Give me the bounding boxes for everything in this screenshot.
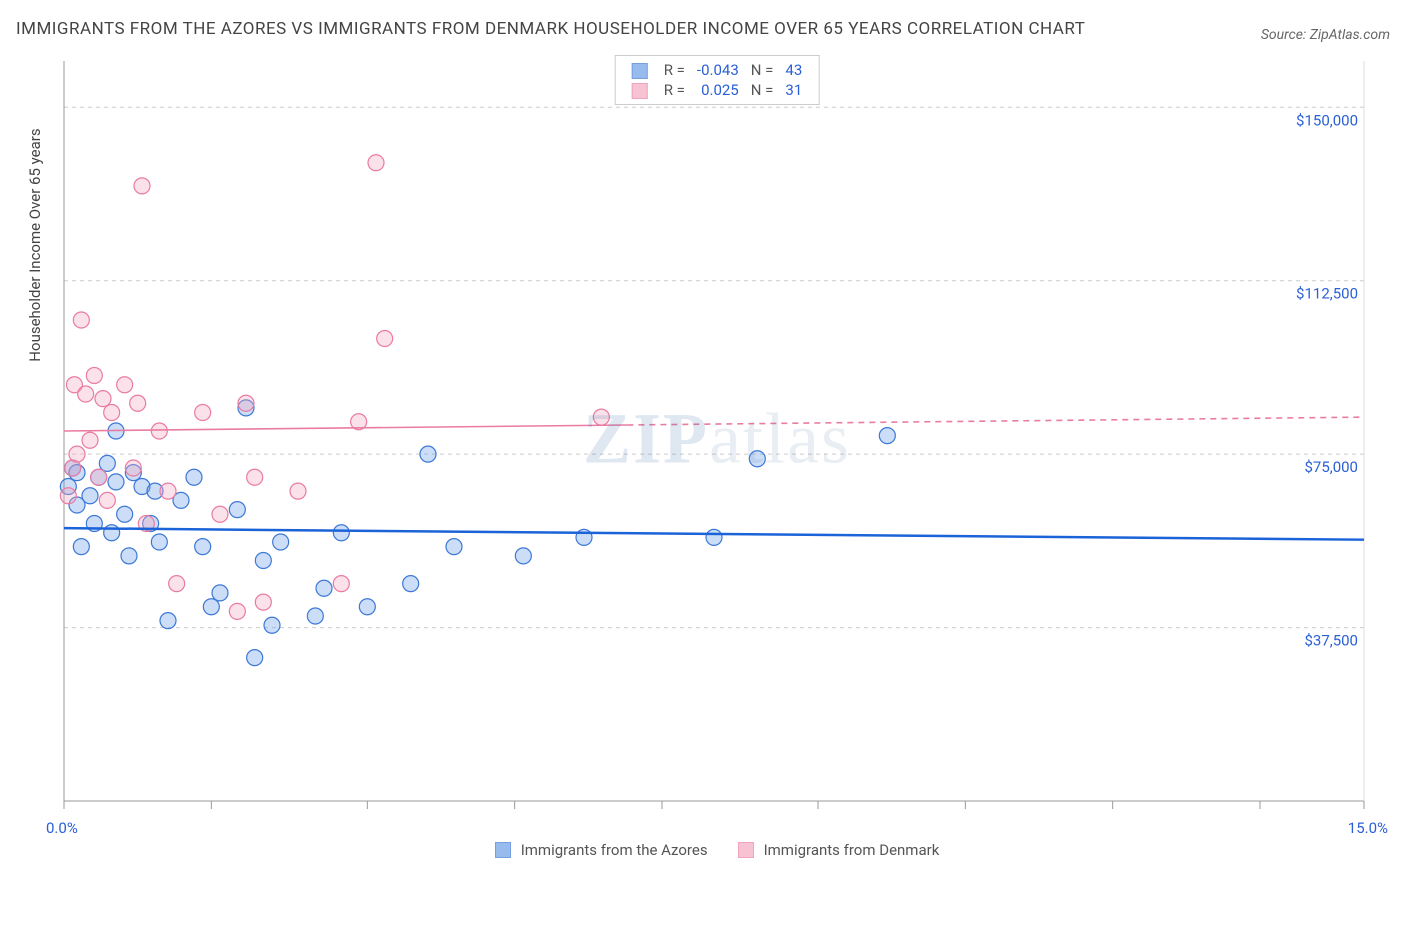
legend-r-azores: -0.043 — [691, 60, 745, 80]
svg-text:$37,500: $37,500 — [1304, 632, 1358, 650]
legend-n-label: N = — [745, 60, 780, 80]
legend-swatch-azores-2 — [495, 842, 511, 858]
legend-swatch-azores — [632, 63, 648, 79]
legend-row-denmark: R = 0.025 N = 31 — [626, 80, 809, 100]
legend-item-denmark: Immigrants from Denmark — [738, 841, 940, 859]
legend-label-denmark: Immigrants from Denmark — [764, 841, 940, 859]
legend-item-azores: Immigrants from the Azores — [495, 841, 708, 859]
chart-title: IMMIGRANTS FROM THE AZORES VS IMMIGRANTS… — [16, 16, 1085, 43]
chart-container: Householder Income Over 65 years ZIPatla… — [44, 51, 1390, 859]
legend-swatch-denmark — [632, 83, 648, 99]
x-axis-max-label: 15.0% — [1348, 819, 1388, 837]
correlation-legend: R = -0.043 N = 43 R = 0.025 N = 31 — [615, 55, 820, 105]
legend-n-denmark: 31 — [779, 80, 808, 100]
svg-text:$75,000: $75,000 — [1304, 458, 1358, 476]
legend-r-denmark: 0.025 — [691, 80, 745, 100]
y-axis-label: Householder Income Over 65 years — [26, 129, 44, 362]
legend-label-azores: Immigrants from the Azores — [521, 841, 708, 859]
series-legend: Immigrants from the Azores Immigrants fr… — [44, 841, 1390, 859]
scatter-plot: $37,500 $75,000 $112,500 $150,000 — [44, 51, 1384, 841]
legend-row-azores: R = -0.043 N = 43 — [626, 60, 809, 80]
legend-n-azores: 43 — [779, 60, 808, 80]
x-axis-min-label: 0.0% — [46, 819, 78, 837]
svg-text:$112,500: $112,500 — [1296, 285, 1358, 303]
legend-r-label: R = — [658, 60, 691, 80]
legend-swatch-denmark-2 — [738, 842, 754, 858]
source-attribution: Source: ZipAtlas.com — [1261, 27, 1390, 43]
svg-text:$150,000: $150,000 — [1296, 111, 1358, 129]
